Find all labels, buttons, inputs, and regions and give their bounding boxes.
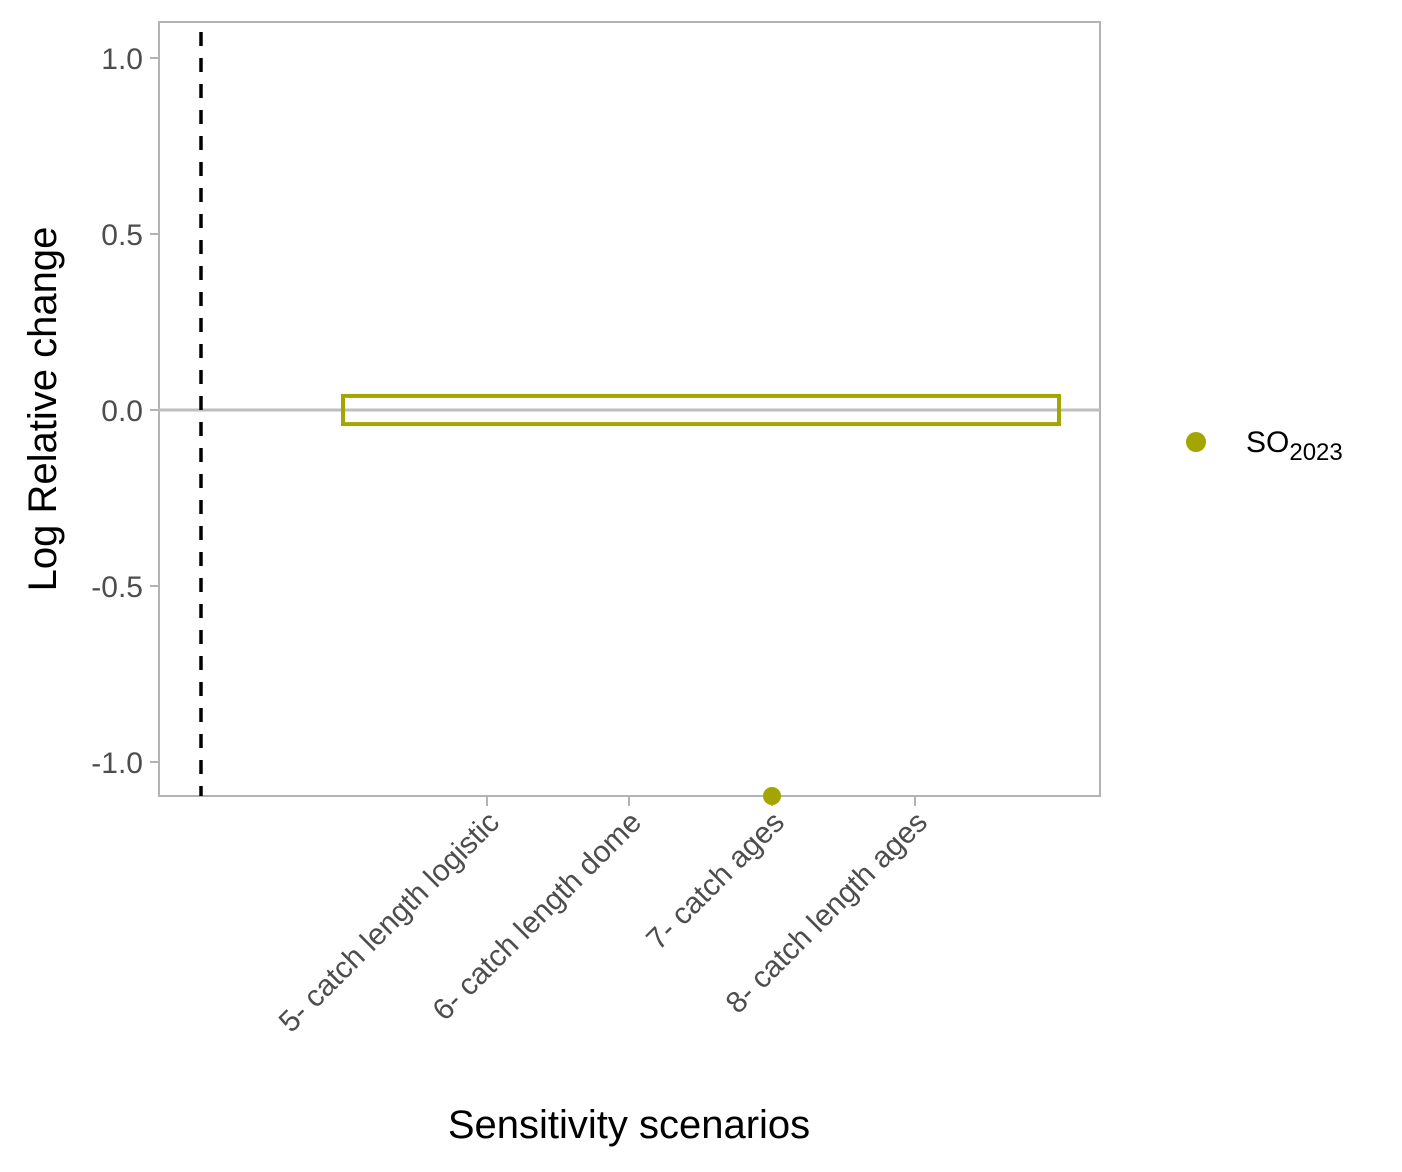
data-point: [763, 787, 781, 805]
legend-label-sub: 2023: [1289, 439, 1342, 466]
y-axis-title: Log Relative change: [21, 227, 65, 592]
data-points: [763, 787, 781, 805]
y-axis: 1.0 0.5 0.0 -0.5 -1.0: [91, 43, 159, 780]
x-tick-label: 7- catch ages: [640, 806, 791, 957]
y-tick-label: 0.0: [101, 395, 143, 428]
legend: SO2023: [1186, 426, 1343, 466]
highlight-box: [341, 393, 1061, 427]
y-tick-label: 0.5: [101, 219, 143, 252]
y-tick-label: -0.5: [91, 571, 143, 604]
y-tick-label: -1.0: [91, 747, 143, 780]
legend-label-main: SO: [1246, 426, 1289, 459]
legend-marker: [1186, 432, 1206, 452]
y-tick-label: 1.0: [101, 43, 143, 76]
x-axis-title: Sensitivity scenarios: [448, 1103, 810, 1147]
legend-label: SO2023: [1246, 426, 1343, 466]
